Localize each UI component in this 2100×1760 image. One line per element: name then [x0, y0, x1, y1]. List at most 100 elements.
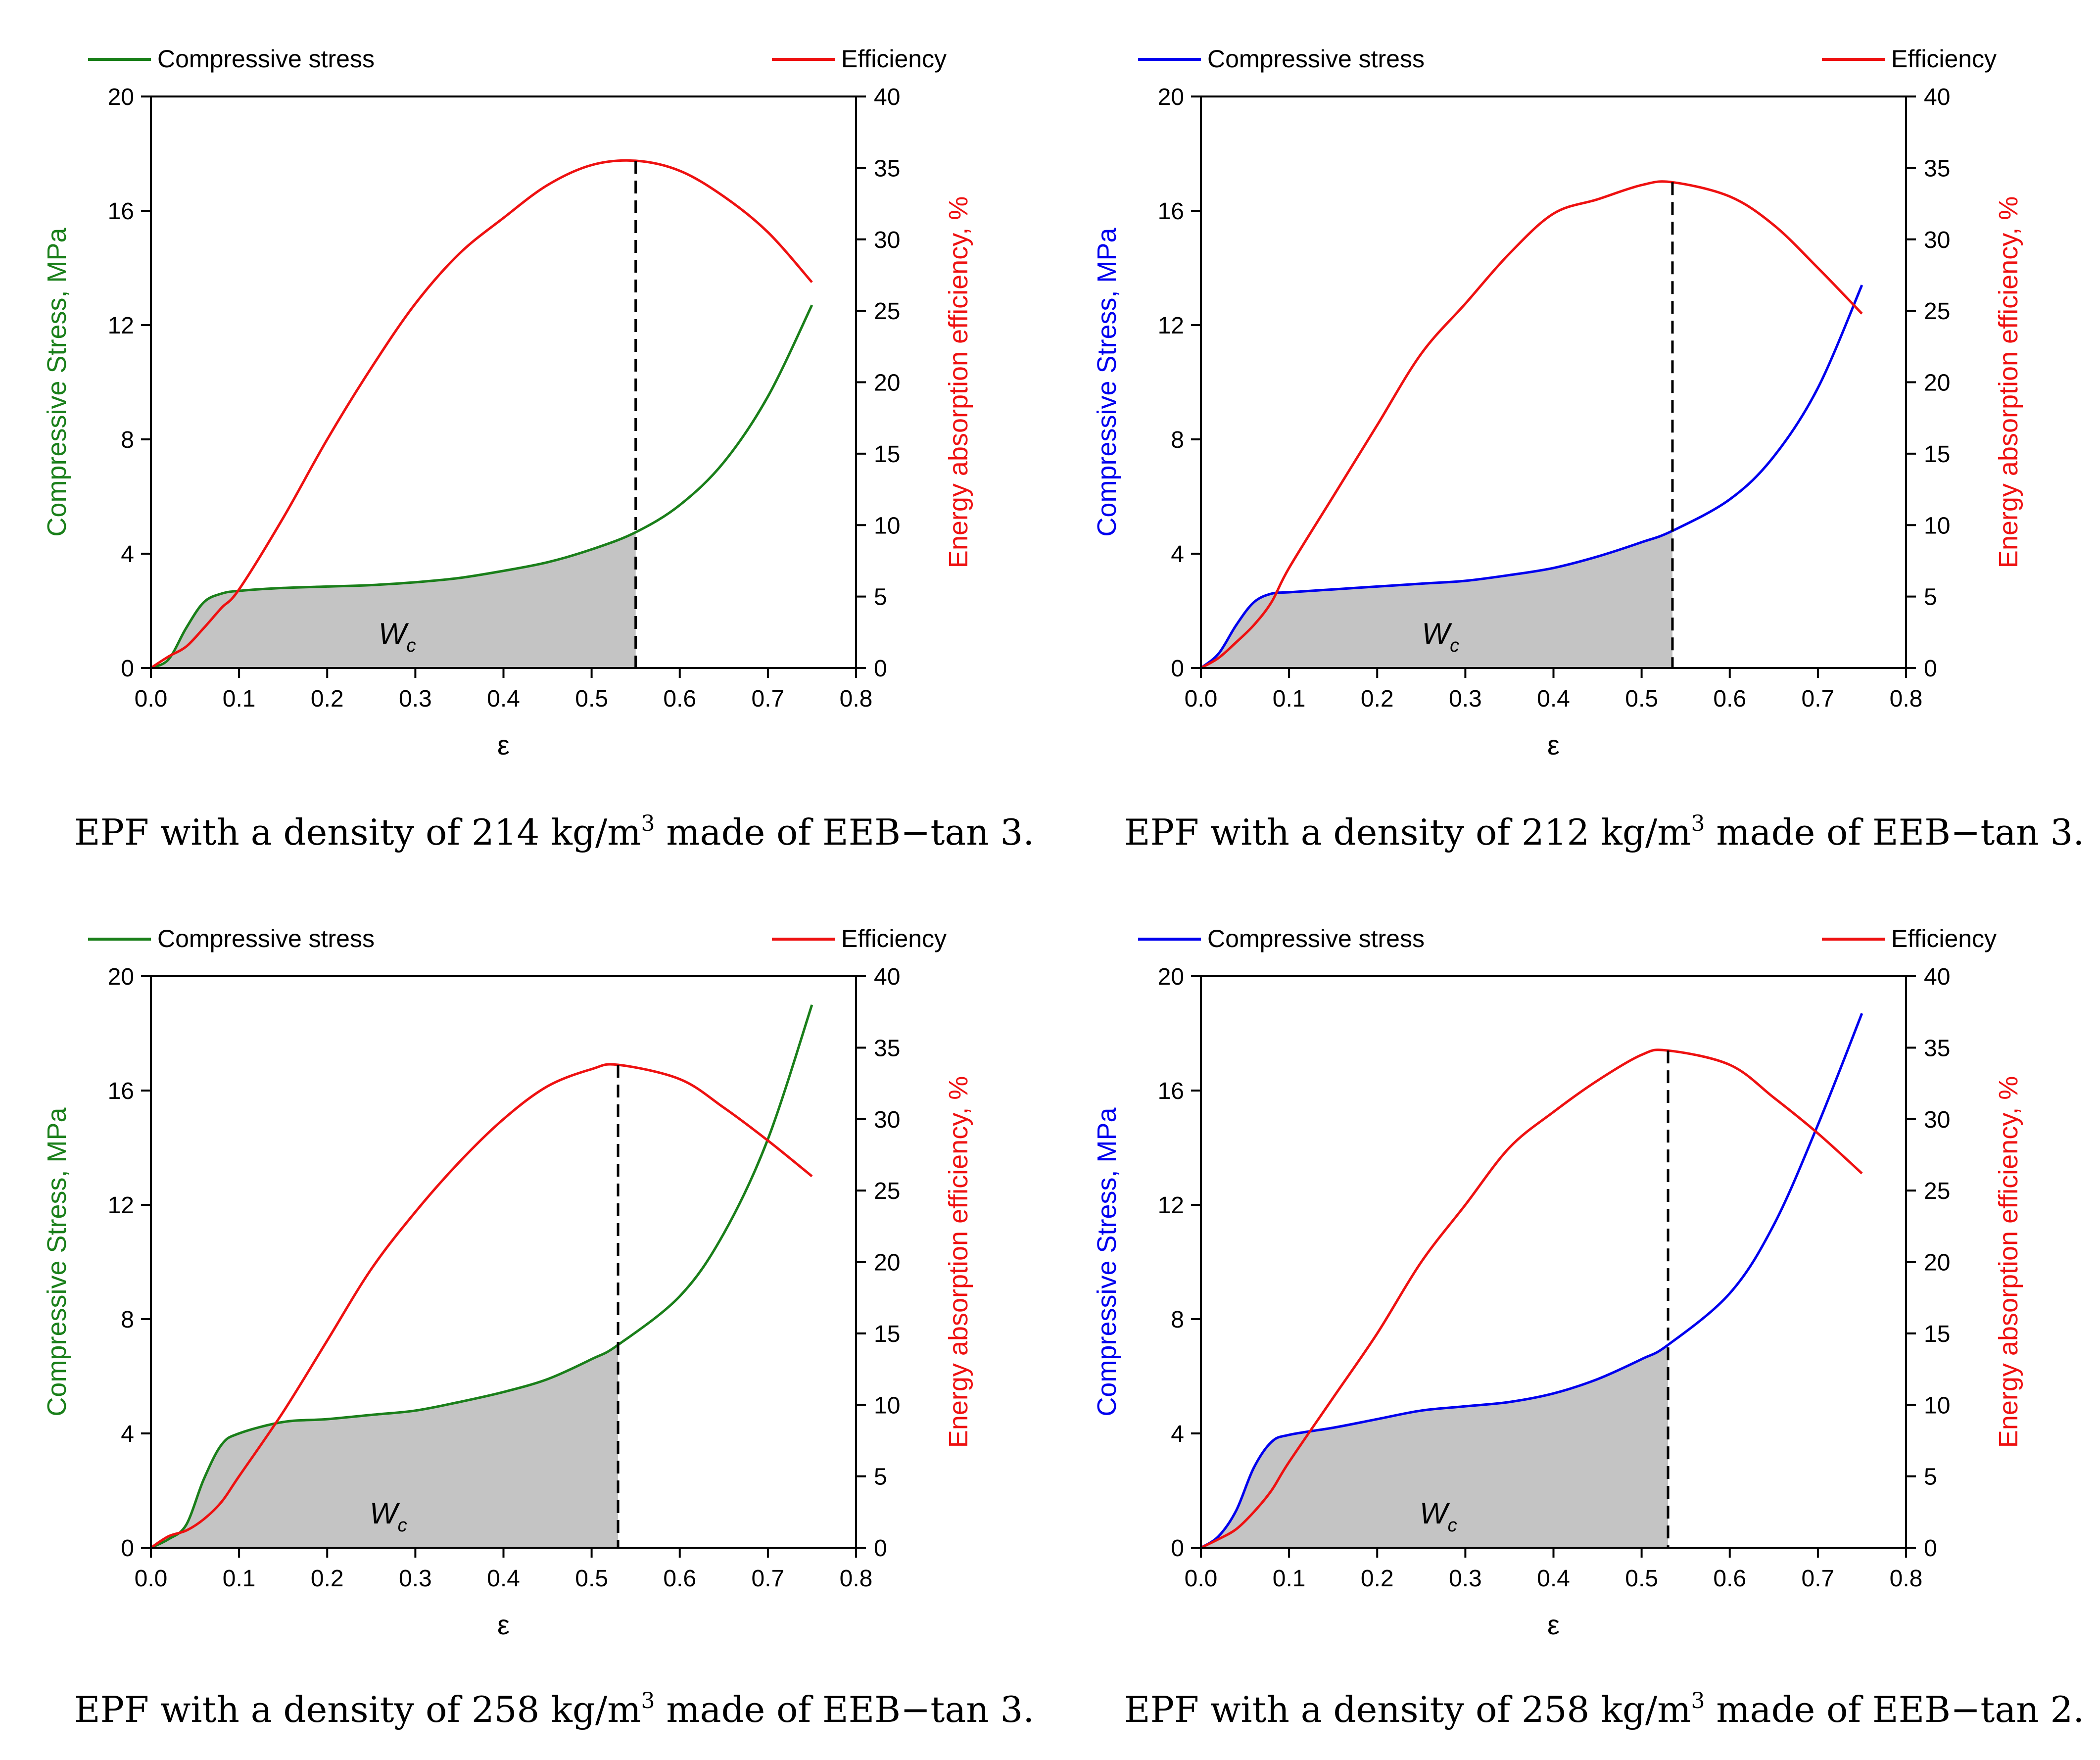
- y-tick-label: 8: [121, 1307, 134, 1333]
- x-axis-label: ε: [1547, 1609, 1560, 1640]
- y2-tick-label: 5: [874, 1464, 887, 1490]
- efficiency-curve: [1200, 1048, 1863, 1549]
- x-tick-label: 0.0: [135, 686, 168, 712]
- y-tick-label: 8: [121, 427, 134, 453]
- x-tick-label: 0.0: [1185, 686, 1218, 712]
- x-tick-label: 0.3: [1449, 686, 1482, 712]
- stress-curve: [150, 304, 813, 669]
- y-tick-label: 0: [1171, 1535, 1184, 1562]
- y2-tick-label: 15: [1924, 1321, 1950, 1347]
- legend-efficiency-label: Efficiency: [841, 925, 947, 952]
- x-tick-label: 0.7: [752, 686, 785, 712]
- y2-tick-label: 20: [1924, 370, 1950, 396]
- y2-tick-label: 20: [874, 370, 900, 396]
- chart-panel: Wc 0.0 0.1 0.2 0.3 0.4 0.5 0.6 0.7 0.8 0 4 8 12 16 20 0 5…: [1050, 880, 2100, 1760]
- y2-tick-label: 25: [874, 298, 900, 325]
- y2-tick-label: 20: [874, 1250, 900, 1276]
- y2-tick-label: 35: [874, 1035, 900, 1061]
- chart-panel: Wc 0.0 0.1 0.2 0.3 0.4 0.5 0.6 0.7 0.8 0 4 8 12 16 20 0 5…: [0, 880, 1050, 1760]
- x-tick-label: 0.7: [1802, 1566, 1835, 1592]
- efficiency-curve: [150, 159, 813, 669]
- x-axis-label: ε: [1547, 729, 1560, 761]
- legend-efficiency-label: Efficiency: [841, 45, 947, 73]
- x-tick-label: 0.1: [1273, 1566, 1306, 1592]
- chart-panel: Wc 0.0 0.1 0.2 0.3 0.4 0.5 0.6 0.7 0.8 0 4 8 12 16 20 0 5…: [0, 0, 1050, 880]
- x-tick-label: 0.8: [1890, 686, 1923, 712]
- y2-tick-label: 15: [1924, 441, 1950, 468]
- x-tick-label: 0.5: [1625, 1566, 1658, 1592]
- y-tick-label: 0: [121, 1535, 134, 1562]
- y-tick-label: 0: [1171, 656, 1184, 682]
- y2-axis-label: Energy absorption efficiency, %: [1994, 196, 2023, 568]
- x-tick-label: 0.7: [752, 1566, 785, 1592]
- y-tick-label: 4: [1171, 1421, 1184, 1447]
- y-tick-label: 12: [108, 1192, 134, 1219]
- y-axis-label: Compressive Stress, MPa: [1092, 1107, 1122, 1416]
- y2-tick-label: 25: [1924, 1178, 1950, 1204]
- energy-absorption-region: [1201, 530, 1675, 668]
- y-tick-label: 0: [121, 656, 134, 682]
- y2-tick-label: 25: [1924, 298, 1950, 325]
- chart-svg: Wc0.0 0.1 0.2 0.3 0.4 0.5 0.6 0.7 0.804812162005…: [42, 925, 973, 1640]
- y-axis-label: Compressive Stress, MPa: [1092, 227, 1122, 536]
- y-tick-label: 20: [1158, 84, 1184, 110]
- x-tick-label: 0.2: [311, 1566, 344, 1592]
- y2-tick-label: 5: [1924, 1464, 1937, 1490]
- y-tick-label: 16: [108, 1078, 134, 1104]
- y-tick-label: 8: [1171, 427, 1184, 453]
- x-tick-label: 0.0: [135, 1566, 168, 1592]
- x-tick-label: 0.5: [575, 1566, 608, 1592]
- y-tick-label: 8: [1171, 1307, 1184, 1333]
- y2-tick-label: 0: [1924, 656, 1937, 682]
- x-tick-label: 0.2: [1361, 1566, 1394, 1592]
- stress-curve: [1200, 1013, 1863, 1549]
- y2-tick-label: 35: [874, 155, 900, 182]
- x-tick-label: 0.8: [1890, 1566, 1923, 1592]
- y-axis-label: Compressive Stress, MPa: [42, 227, 72, 536]
- y-tick-label: 16: [1158, 198, 1184, 225]
- x-tick-label: 0.6: [1713, 686, 1746, 712]
- y2-tick-label: 10: [1924, 513, 1950, 539]
- y2-tick-label: 30: [1924, 1107, 1950, 1133]
- x-tick-label: 0.3: [399, 686, 432, 712]
- y-tick-label: 20: [108, 964, 134, 990]
- y-tick-label: 20: [108, 84, 134, 110]
- y2-tick-label: 40: [1924, 84, 1950, 110]
- x-tick-label: 0.6: [663, 686, 696, 712]
- efficiency-curve: [150, 1063, 813, 1549]
- x-tick-label: 0.7: [1802, 686, 1835, 712]
- energy-absorption-region: [151, 531, 639, 668]
- legend-stress-label: Compressive stress: [157, 925, 375, 952]
- region-label: Wc: [1420, 1497, 1457, 1536]
- y-tick-label: 16: [1158, 1078, 1184, 1104]
- x-tick-label: 0.6: [1713, 1566, 1746, 1592]
- x-tick-label: 0.5: [575, 686, 608, 712]
- y-tick-label: 12: [1158, 1192, 1184, 1219]
- legend-stress-label: Compressive stress: [1207, 45, 1425, 73]
- y2-tick-label: 40: [874, 964, 900, 990]
- y2-tick-label: 30: [874, 1107, 900, 1133]
- region-label: Wc: [370, 1497, 407, 1536]
- y2-tick-label: 20: [1924, 1250, 1950, 1276]
- y-tick-label: 12: [1158, 313, 1184, 339]
- y2-tick-label: 35: [1924, 1035, 1950, 1061]
- y2-tick-label: 25: [874, 1178, 900, 1204]
- y2-axis-label: Energy absorption efficiency, %: [944, 1076, 973, 1448]
- x-tick-label: 0.4: [1537, 686, 1570, 712]
- y2-axis-label: Energy absorption efficiency, %: [1994, 1076, 2023, 1448]
- y2-tick-label: 30: [874, 227, 900, 253]
- y2-tick-label: 15: [874, 1321, 900, 1347]
- y-tick-label: 12: [108, 313, 134, 339]
- energy-absorption-region: [151, 1343, 620, 1548]
- y2-tick-label: 10: [874, 513, 900, 539]
- y2-tick-label: 10: [1924, 1392, 1950, 1419]
- x-tick-label: 0.4: [487, 1566, 520, 1592]
- y2-tick-label: 0: [874, 656, 887, 682]
- x-tick-label: 0.4: [487, 686, 520, 712]
- efficiency-curve: [1200, 180, 1863, 669]
- chart-panel: Wc 0.0 0.1 0.2 0.3 0.4 0.5 0.6 0.7 0.8 0 4 8 12 16 20 0 5…: [1050, 0, 2100, 880]
- x-tick-label: 0.5: [1625, 686, 1658, 712]
- y2-tick-label: 0: [874, 1535, 887, 1562]
- x-tick-label: 0.8: [840, 686, 873, 712]
- region-label: Wc: [379, 617, 416, 656]
